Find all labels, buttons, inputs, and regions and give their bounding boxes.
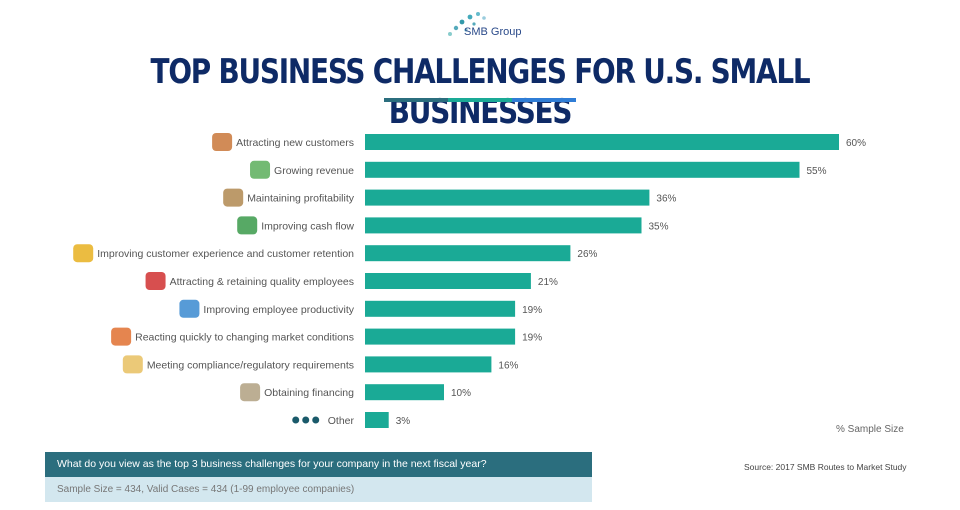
source-note: Source: 2017 SMB Routes to Market Study bbox=[744, 462, 907, 472]
logo-text: SMB Group bbox=[464, 26, 522, 38]
bar bbox=[365, 412, 389, 428]
value-label: 19% bbox=[522, 305, 542, 316]
bar bbox=[365, 300, 516, 317]
title-underline-2 bbox=[448, 98, 512, 102]
value-label: 36% bbox=[656, 194, 676, 205]
survey-question: What do you view as the top 3 business c… bbox=[45, 452, 592, 477]
bar bbox=[365, 328, 516, 345]
bar bbox=[365, 134, 839, 150]
category-label: Growing revenue bbox=[274, 165, 354, 177]
dots-icon bbox=[312, 416, 320, 424]
category-label: Other bbox=[328, 415, 355, 427]
category-label: Improving employee productivity bbox=[203, 304, 354, 316]
bar bbox=[365, 384, 444, 401]
bar bbox=[365, 217, 642, 234]
bar bbox=[365, 245, 571, 262]
value-label: 26% bbox=[577, 249, 597, 260]
category-label: Attracting new customers bbox=[236, 137, 354, 149]
category-label: Improving customer experience and custom… bbox=[97, 248, 354, 260]
x-axis-label: % Sample Size bbox=[836, 424, 904, 435]
category-label: Reacting quickly to changing market cond… bbox=[135, 332, 354, 344]
value-label: 55% bbox=[807, 166, 827, 177]
category-label: Attracting & retaining quality employees bbox=[170, 276, 354, 288]
gears-icon bbox=[179, 299, 200, 318]
bar bbox=[365, 161, 800, 178]
bar bbox=[365, 356, 492, 373]
value-label: 19% bbox=[522, 333, 542, 344]
money-bag-icon bbox=[223, 188, 244, 207]
category-label: Improving cash flow bbox=[261, 220, 354, 232]
value-label: 10% bbox=[451, 388, 471, 399]
bank-icon bbox=[240, 383, 261, 402]
category-label: Obtaining financing bbox=[264, 387, 354, 399]
value-label: 16% bbox=[498, 360, 518, 371]
cash-icon bbox=[237, 216, 258, 235]
growth-chart-icon bbox=[250, 160, 271, 179]
value-label: 21% bbox=[538, 277, 558, 288]
category-label: Meeting compliance/regulatory requiremen… bbox=[147, 359, 354, 371]
bar bbox=[365, 273, 531, 289]
smb-logo-graphic bbox=[448, 12, 486, 36]
value-label: 60% bbox=[846, 138, 866, 149]
people-icon bbox=[212, 133, 233, 151]
value-label: 35% bbox=[649, 221, 669, 232]
people-arrows-icon bbox=[73, 244, 94, 263]
bar bbox=[365, 189, 650, 206]
person-speech-icon bbox=[111, 327, 132, 346]
title-underline-1 bbox=[384, 98, 448, 102]
title-underline-3 bbox=[512, 98, 576, 102]
category-label: Maintaining profitability bbox=[247, 193, 355, 205]
sample-info: Sample Size = 434, Valid Cases = 434 (1-… bbox=[45, 477, 592, 502]
value-label: 3% bbox=[396, 416, 411, 427]
dots-icon bbox=[302, 416, 310, 424]
magnet-icon bbox=[145, 272, 166, 290]
dots-icon bbox=[292, 416, 300, 424]
document-folder-icon bbox=[122, 355, 143, 374]
